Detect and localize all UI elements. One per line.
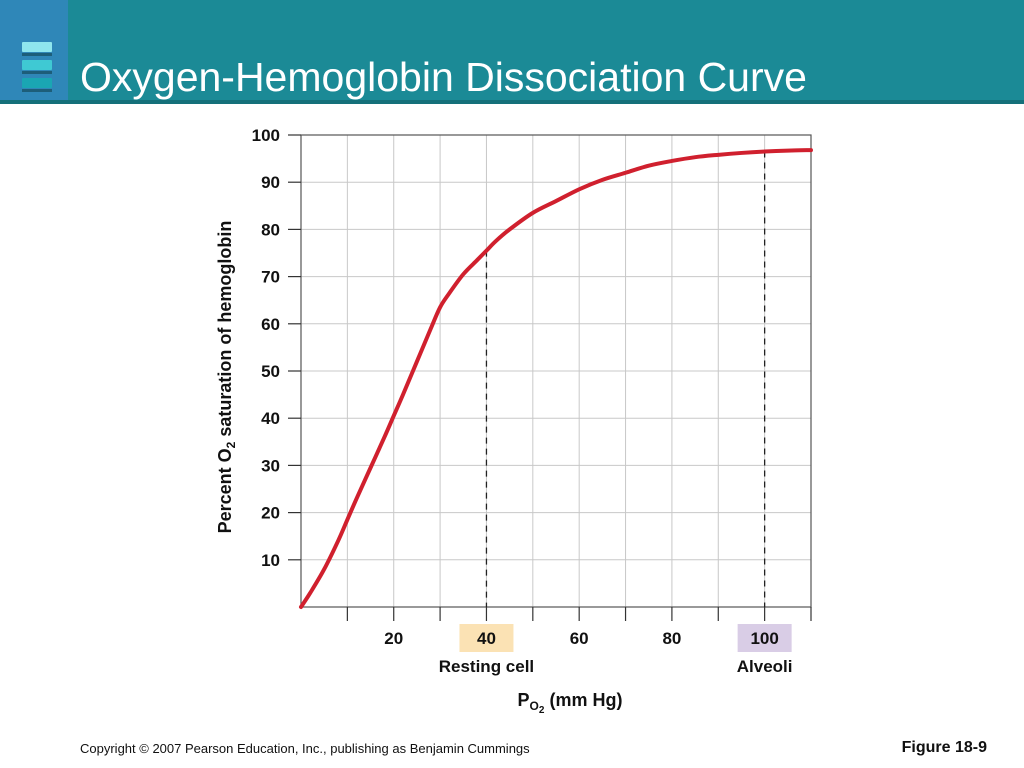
y-tick-label: 70 [261, 268, 280, 287]
y-tick-label: 80 [261, 220, 280, 239]
x-tick-label: 20 [384, 629, 403, 648]
y-axis-title: Percent O2 saturation of hemoglobin [214, 187, 242, 567]
x-tick-label: 60 [570, 629, 589, 648]
logo-block [0, 0, 68, 104]
y-tick-label: 20 [261, 504, 280, 523]
slide-title: Oxygen-Hemoglobin Dissociation Curve [80, 54, 807, 100]
x-axis-title-unit: (mm Hg) [549, 690, 623, 710]
x-axis-title: PO2 (mm Hg) [470, 690, 670, 716]
logo-stripe-icon [22, 60, 52, 74]
x-tick-label: 80 [662, 629, 681, 648]
marker-highlight [737, 624, 792, 652]
y-axis-title-pre: Percent O [215, 448, 235, 534]
y-tick-label: 10 [261, 551, 280, 570]
y-axis-title-sub: 2 [224, 441, 238, 449]
y-tick-label: 90 [261, 173, 280, 192]
marker-label: Resting cell [439, 657, 534, 676]
marker-label: Alveoli [737, 657, 793, 676]
title-rule [0, 100, 1024, 104]
y-tick-label: 50 [261, 362, 280, 381]
y-tick-label: 100 [252, 126, 280, 145]
copyright-notice: Copyright © 2007 Pearson Education, Inc.… [80, 741, 530, 756]
y-tick-label: 40 [261, 409, 280, 428]
title-bar [0, 0, 1024, 104]
marker-highlight [459, 624, 514, 652]
figure-label: Figure 18-9 [901, 739, 987, 756]
logo-stripe-icon [22, 42, 52, 56]
x-tick-label: 40 [477, 629, 496, 648]
y-tick-label: 30 [261, 456, 280, 475]
x-axis-title-main: P [517, 690, 530, 710]
y-axis-title-post: saturation of hemoglobin [215, 220, 235, 442]
y-tick-label: 60 [261, 315, 280, 334]
logo-stripe-icon [22, 78, 52, 92]
x-tick-label: 100 [750, 629, 778, 648]
x-axis-title-sub: O2 [529, 699, 545, 716]
saturation-curve [299, 148, 813, 609]
